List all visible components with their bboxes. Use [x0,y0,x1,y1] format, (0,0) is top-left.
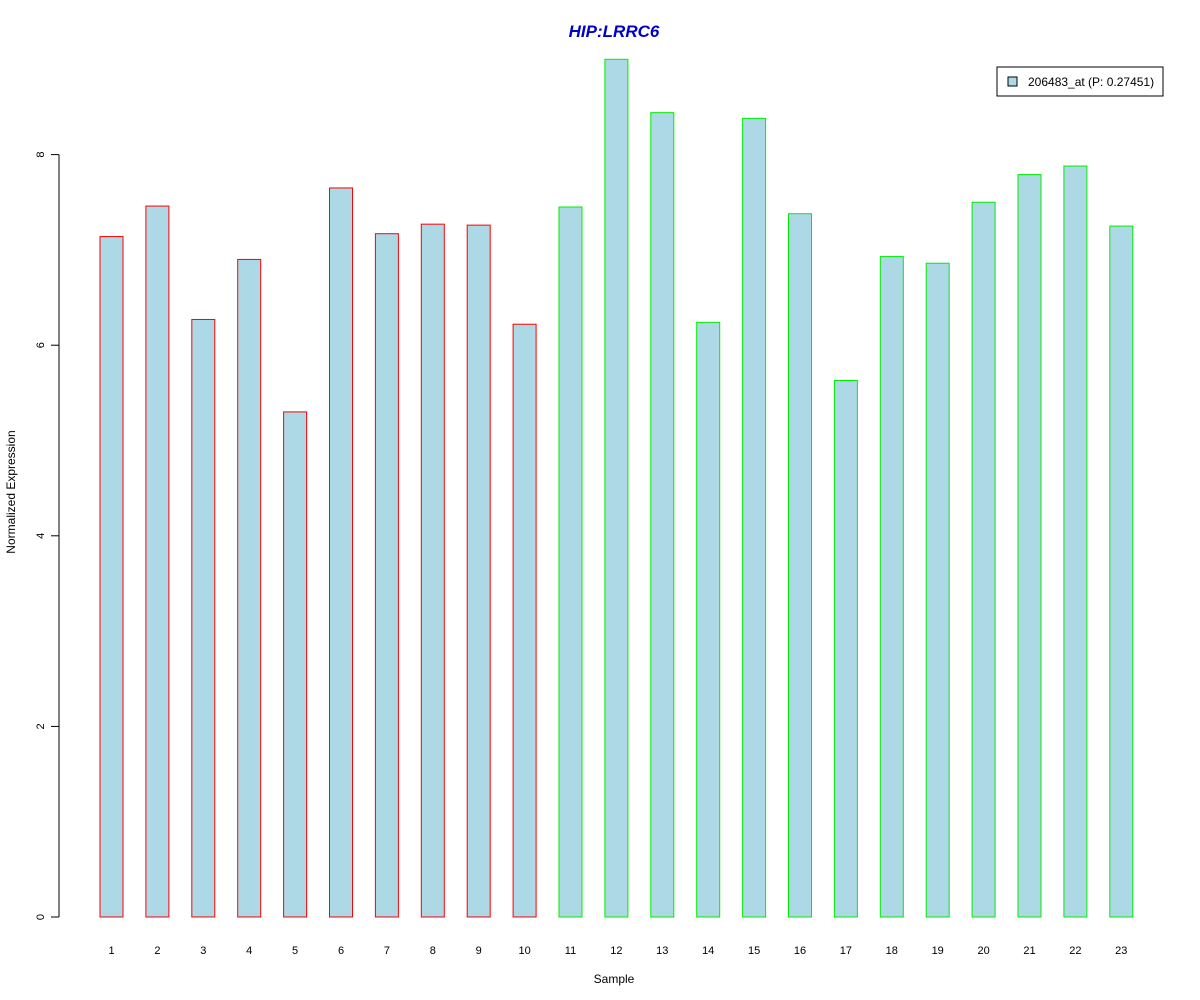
bar-sample-1 [99,236,124,918]
legend-label: 206483_at (P: 0.27451) [1028,75,1154,89]
x-tick-label: 17 [840,945,852,957]
x-tick-label: 21 [1023,945,1035,957]
x-tick-label: 22 [1069,945,1081,957]
x-tick-label: 3 [200,945,206,957]
bar-sample-21 [1017,174,1042,918]
bar-sample-10 [512,323,537,918]
y-axis-label: Normalized Expression [4,430,18,553]
x-tick-label: 2 [154,945,160,957]
x-tick-labels: 1 2 3 4 5 6 7 8 9 10 11 12 13 14 15 16 17 18 19 20 21 22 23 [108,945,1127,957]
bar-sample-15 [742,117,767,918]
x-tick-label: 13 [656,945,668,957]
bar-sample-16 [788,213,812,918]
x-tick-label: 7 [384,945,390,957]
x-tick-label: 10 [518,945,530,957]
x-tick-label: 1 [108,945,114,957]
legend-box [996,66,1164,97]
x-tick-label: 6 [338,945,344,957]
x-tick-label: 14 [702,945,714,957]
bar-sample-5 [283,411,308,918]
bar-sample-6 [329,187,353,918]
x-tick-label: 4 [246,945,252,957]
bar-sample-19 [925,262,950,918]
legend-swatch [1007,76,1018,87]
bar-sample-14 [696,321,721,918]
bar-sample-2 [145,205,170,918]
bar-sample-17 [833,379,858,918]
y-tick-label: 8 [35,152,47,158]
bar-sample-8 [420,223,445,918]
x-tick-label: 18 [886,945,898,957]
bar-sample-13 [650,112,675,918]
x-tick-label: 15 [748,945,760,957]
x-tick-label: 5 [292,945,298,957]
bar-sample-11 [558,206,583,918]
x-tick-label: 23 [1115,945,1127,957]
x-tick-label: 20 [977,945,989,957]
x-tick-label: 11 [565,945,576,957]
bar-sample-3 [191,318,216,918]
y-tick-label: 2 [35,723,47,729]
bar-sample-20 [971,201,996,918]
bar-sample-4 [237,258,262,918]
y-axis: 0 2 4 6 8 [35,152,60,920]
legend: 206483_at (P: 0.27451) [996,66,1164,97]
bar-sample-22 [1063,165,1088,918]
bars [99,58,1134,918]
bar-sample-7 [374,233,399,918]
bar-sample-18 [879,256,904,918]
bar-sample-12 [604,58,629,918]
y-tick-label: 6 [35,342,47,348]
x-tick-label: 16 [794,945,806,957]
x-tick-label: 8 [430,945,436,957]
bar-sample-23 [1109,225,1134,918]
bar-sample-9 [466,224,491,918]
y-tick-label: 4 [35,533,47,539]
chart-title: HIP:LRRC6 [569,22,660,41]
x-tick-label: 9 [476,945,482,957]
x-tick-label: 19 [932,945,944,957]
x-axis-label: Sample [594,972,635,986]
x-tick-label: 12 [610,945,622,957]
y-tick-label: 0 [35,914,47,920]
